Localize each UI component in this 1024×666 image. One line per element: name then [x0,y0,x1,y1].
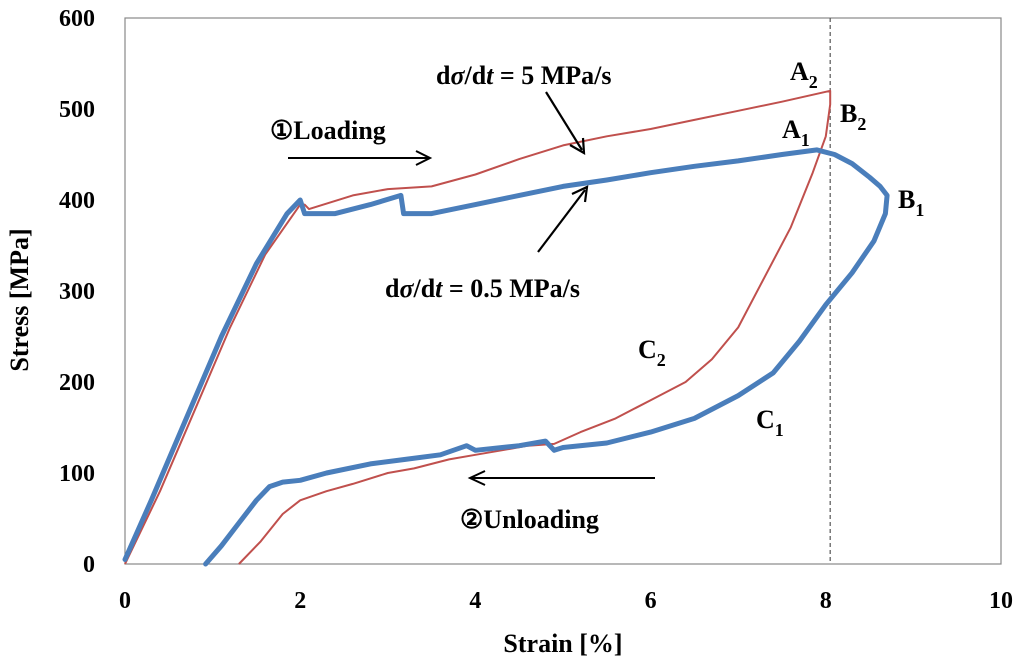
unloading-label: ②Unloading [460,505,599,534]
arrow-loading [288,150,433,166]
arrow-0-5mpa [537,185,589,253]
point-label-a1: A1 [782,115,810,150]
point-label-b1: B1 [898,185,924,220]
x-tick-label: 0 [119,588,131,614]
series-line-5mpa [124,89,832,565]
plot-frame [124,17,1002,565]
loading-label: ①Loading [270,116,386,145]
arrow-unloading [467,470,655,486]
y-tick-label: 400 [59,188,95,214]
x-tick-label: 8 [820,588,832,614]
x-tick-label: 6 [645,588,657,614]
point-label-c1: C1 [756,405,784,440]
rate-label-0-5: dσ/dt = 0.5 MPa/s [385,274,580,303]
x-tick-label: 2 [294,588,306,614]
y-tick-label: 600 [59,6,95,32]
y-tick-label: 100 [59,461,95,487]
x-tick-label: 10 [989,588,1013,614]
y-tick-label: 0 [83,552,95,578]
y-axis-title: Stress [MPa] [5,228,34,371]
y-tick-label: 500 [59,97,95,123]
y-tick-label: 300 [59,279,95,305]
series-line-0-5mpa [122,147,890,567]
x-tick-labels: 0 2 4 6 8 10 [119,588,1013,614]
rate-label-5: dσ/dt = 5 MPa/s [436,61,612,90]
y-tick-label: 200 [59,370,95,396]
y-tick-labels: 0 100 200 300 400 500 600 [59,6,95,578]
point-label-a2: A2 [790,57,818,92]
arrow-5mpa [545,91,586,155]
point-label-b2: B2 [840,99,866,134]
x-axis-title: Strain [%] [503,629,622,658]
x-tick-label: 4 [469,588,481,614]
point-label-c2: C2 [638,335,666,370]
